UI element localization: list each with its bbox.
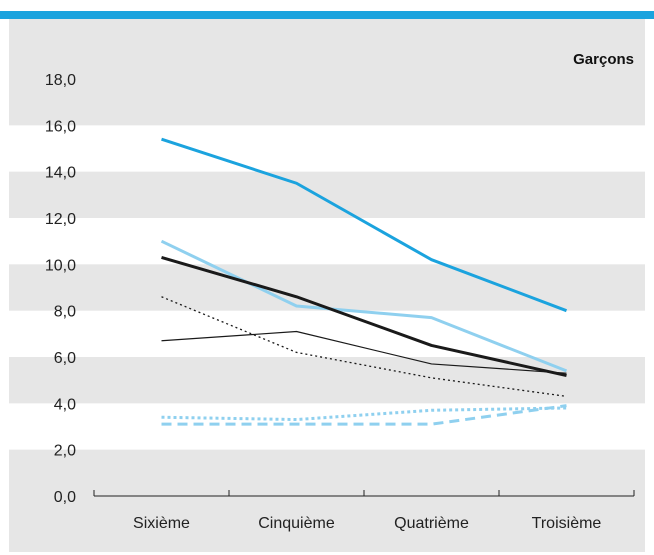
- x-tick-label: Sixième: [133, 515, 190, 532]
- x-axis: Sixième Cinquième Quatrième Troisième: [93, 490, 635, 532]
- series-lines: [160, 137, 568, 426]
- x-tick-label: Cinquième: [258, 515, 335, 532]
- grid-bands: [9, 125, 645, 450]
- grid-band: [9, 310, 645, 357]
- top-accent-bar: [0, 11, 654, 19]
- y-axis: 0,0 2,0 4,0 6,0 8,0 10,0 12,0 14,0 16,0 18,0: [45, 72, 76, 506]
- x-tick-label: Quatrième: [394, 515, 469, 532]
- series-line-4: [161, 330, 567, 374]
- series-line-2: [160, 239, 568, 373]
- y-tick-label: 16,0: [45, 118, 76, 135]
- series-line-7: [161, 404, 567, 426]
- y-tick-label: 12,0: [45, 211, 76, 228]
- series-line-1: [161, 137, 568, 313]
- grid-band: [9, 125, 645, 172]
- chart-background: [9, 19, 645, 552]
- series-line-5: [161, 296, 567, 398]
- y-tick-label: 18,0: [45, 72, 76, 89]
- y-tick-label: 14,0: [45, 165, 76, 182]
- y-tick-label: 10,0: [45, 257, 76, 274]
- grid-band: [9, 403, 645, 450]
- y-tick-label: 6,0: [54, 350, 76, 367]
- y-tick-label: 4,0: [54, 396, 76, 413]
- grid-band: [9, 218, 645, 265]
- y-tick-label: 0,0: [54, 489, 76, 506]
- series-line-3: [161, 255, 567, 377]
- y-tick-label: 2,0: [54, 443, 76, 460]
- x-tick-label: Troisième: [532, 515, 602, 532]
- chart-title: Garçons: [573, 51, 634, 68]
- series-line-6: [161, 406, 567, 422]
- y-tick-label: 8,0: [54, 304, 76, 321]
